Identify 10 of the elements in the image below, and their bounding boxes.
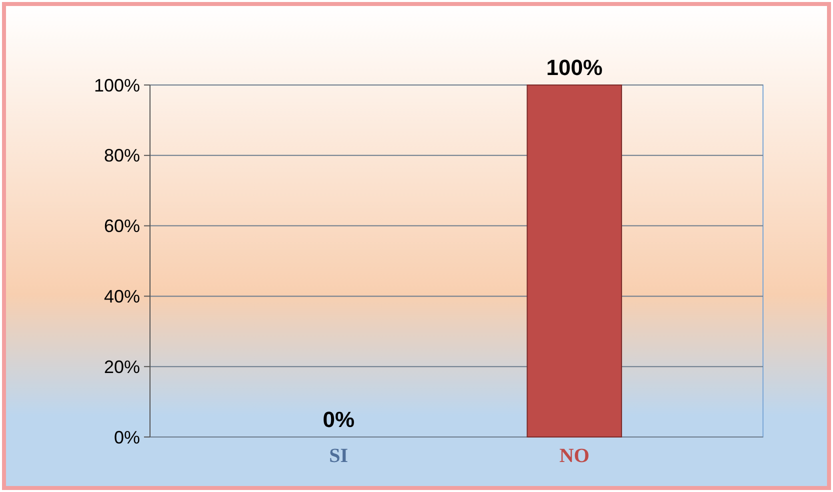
x-tick-label: SI	[329, 445, 348, 467]
data-label: 0%	[322, 407, 355, 432]
data-label: 100%	[546, 55, 603, 80]
y-tick-label: 60%	[104, 216, 140, 236]
x-tick-label: NO	[559, 445, 590, 467]
y-tick-label: 20%	[104, 356, 140, 377]
y-tick-label: 0%	[114, 427, 140, 448]
y-tick-label: 100%	[94, 75, 140, 96]
y-tick-label: 80%	[104, 146, 140, 166]
y-tick-label: 40%	[104, 286, 140, 306]
